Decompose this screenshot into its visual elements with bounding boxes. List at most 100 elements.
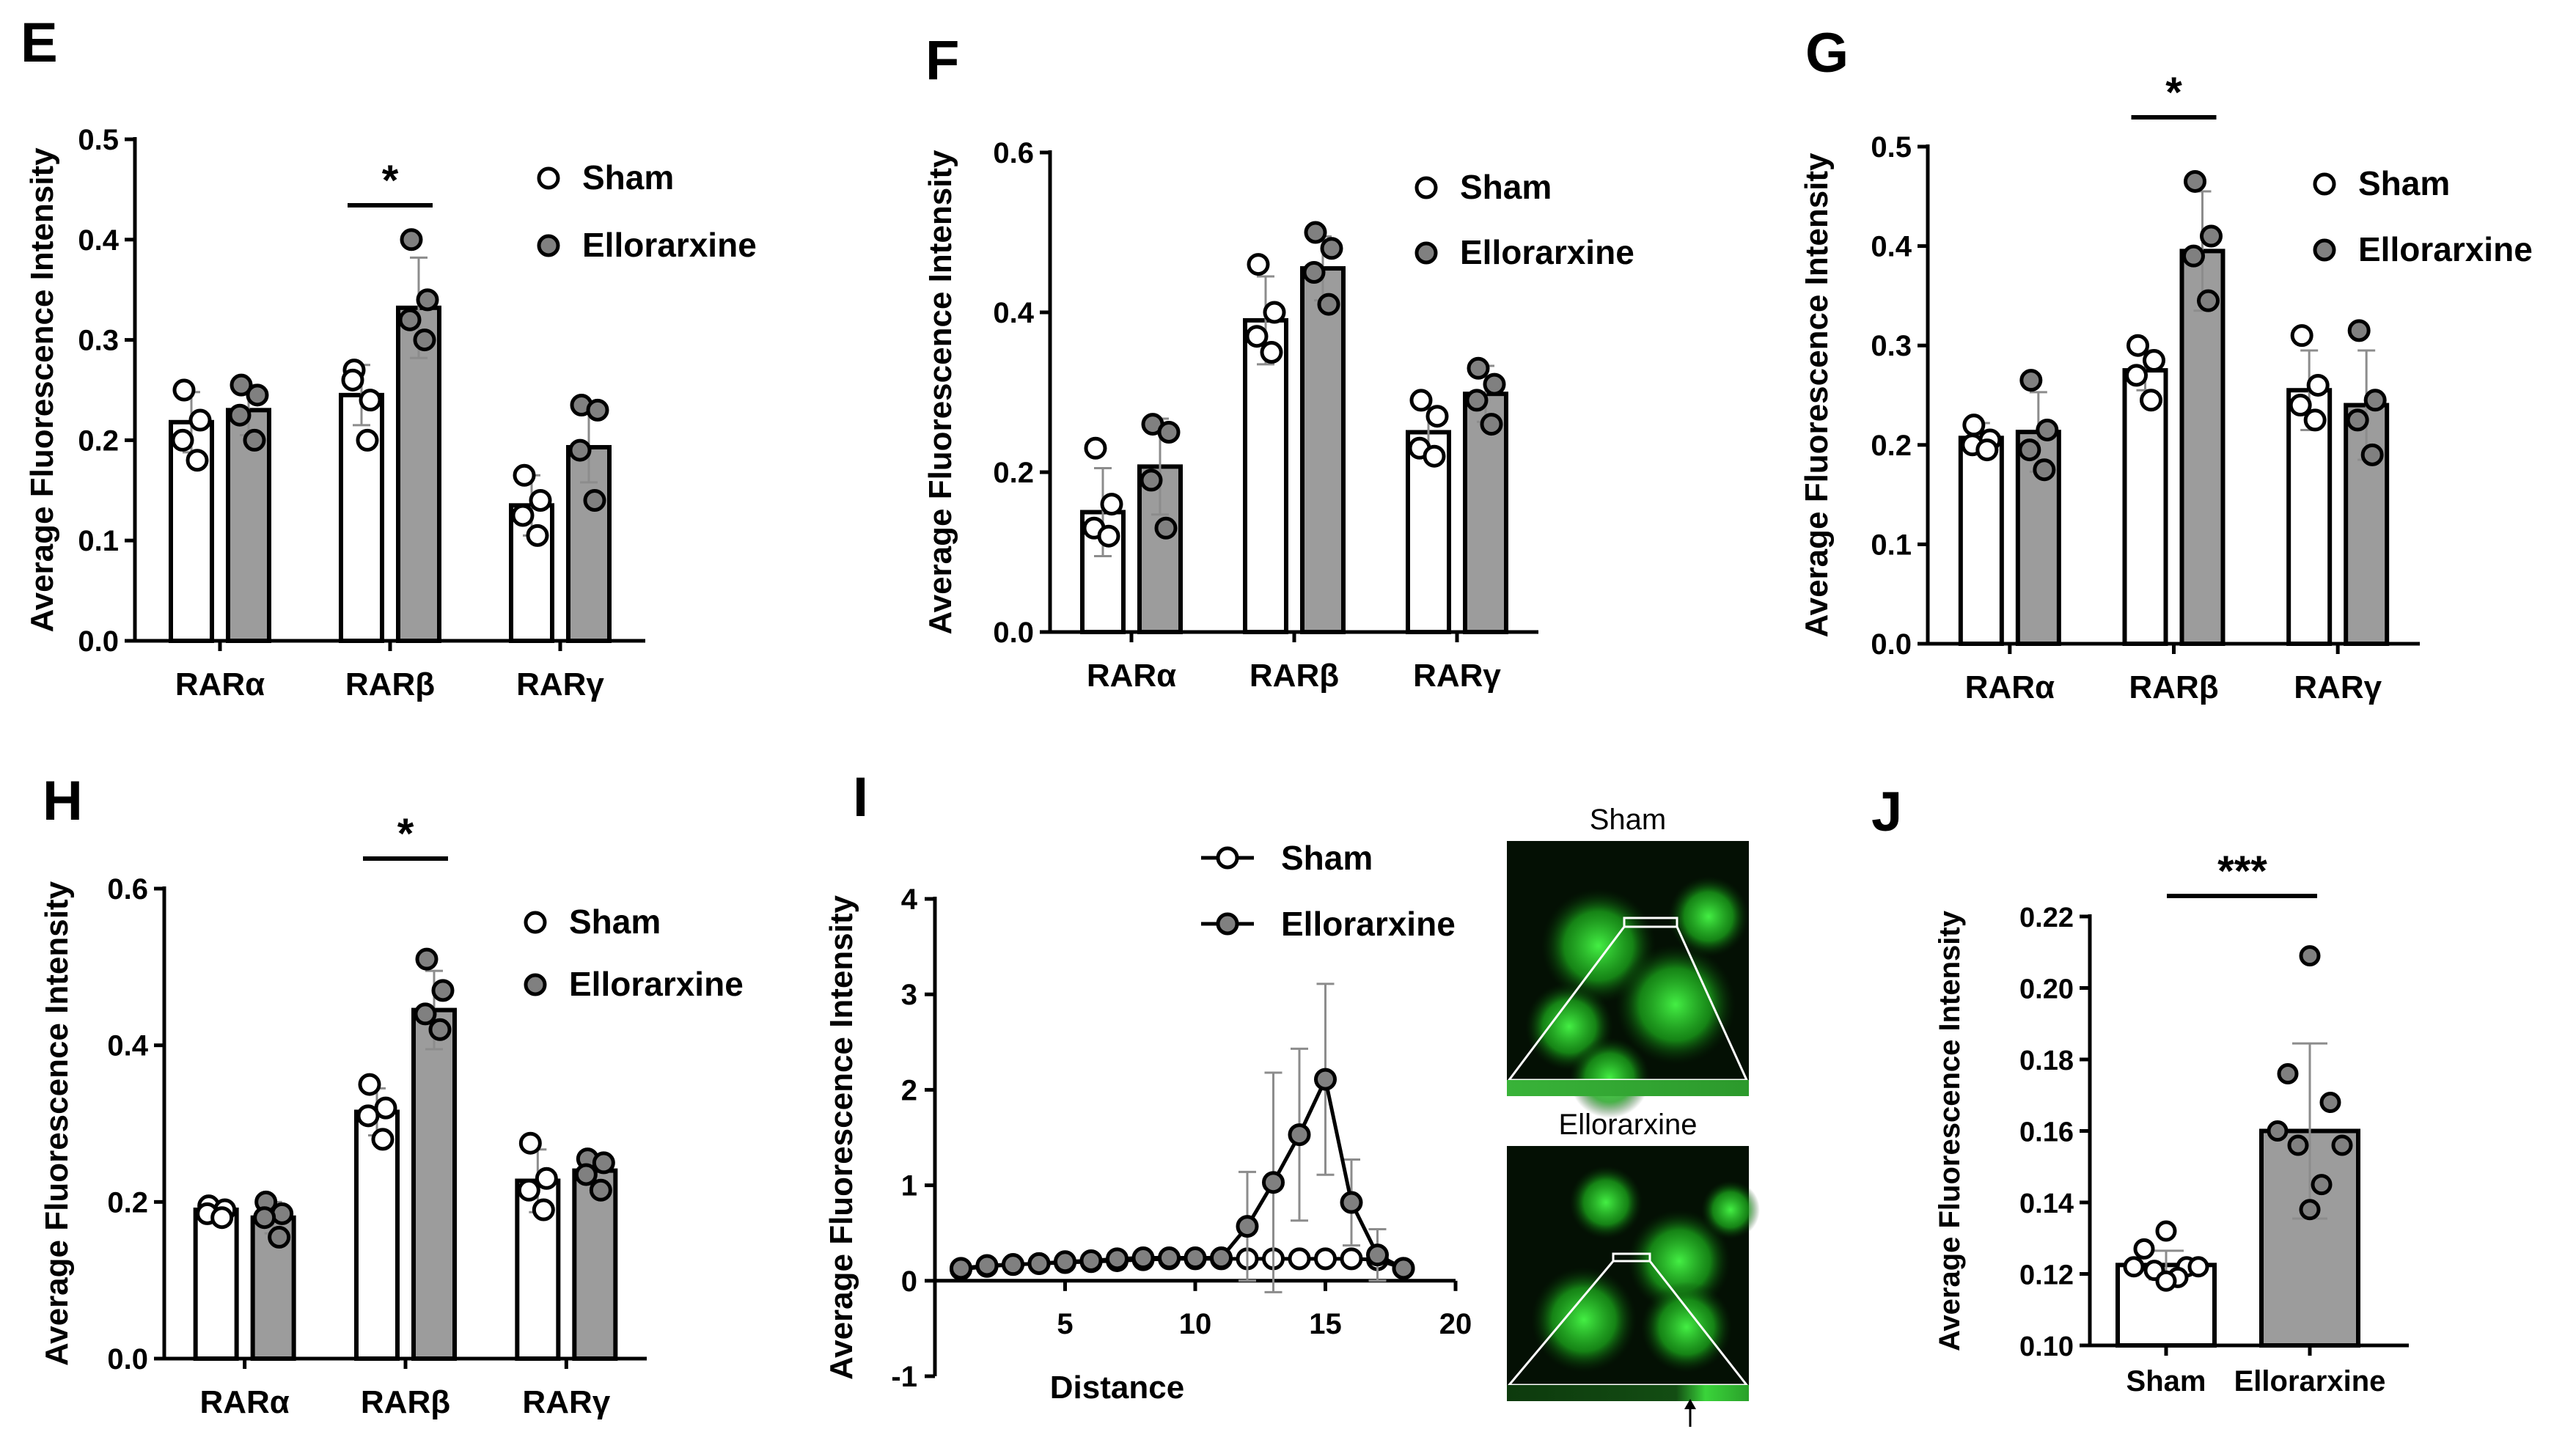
legend-label: Ellorarxine <box>2358 230 2533 268</box>
data-point <box>243 428 266 452</box>
y-axis-label: Average Fluorescence Intensity <box>1934 910 1966 1351</box>
y-tick-label: 3 <box>901 979 917 1011</box>
bar <box>354 1109 400 1361</box>
data-point <box>2125 364 2148 387</box>
data-point <box>1106 1247 1129 1271</box>
cell <box>1569 1166 1643 1239</box>
y-tick-label: 0.3 <box>78 325 119 357</box>
category-label: RARα <box>1965 669 2055 705</box>
y-tick-label: 0.1 <box>78 525 119 557</box>
data-point <box>210 1206 234 1230</box>
data-point <box>2311 1174 2333 1196</box>
bar <box>1243 317 1288 634</box>
bar <box>2122 368 2168 646</box>
data-point <box>1314 1068 1337 1091</box>
data-point <box>518 1131 542 1155</box>
y-tick-label: 0.22 <box>2019 903 2074 933</box>
legend: Sham Ellorarxine <box>537 158 757 264</box>
panel-G: G Average Fluorescence Intensity 0.0 0.1 0.2… <box>1799 22 2533 705</box>
legend-label: Ellorarxine <box>1281 905 1456 943</box>
y-axis-label: Average Fluorescence Intensity <box>823 895 859 1380</box>
data-point <box>1154 516 1178 540</box>
y-tick-label: 0.0 <box>107 1343 148 1375</box>
data-point <box>2299 1199 2321 1221</box>
data-point <box>535 1167 558 1190</box>
panel-letter: I <box>853 766 868 829</box>
data-point <box>1483 372 1506 396</box>
y-tick-label: 0.10 <box>2019 1331 2074 1362</box>
y-axis-label: Average Fluorescence Intensity <box>1799 153 1835 638</box>
legend: Sham Ellorarxine <box>1414 168 1634 271</box>
data-point <box>2331 1134 2353 1156</box>
legend-marker <box>524 911 547 934</box>
intensity-strip <box>1507 1385 1749 1401</box>
data-point <box>1263 301 1286 324</box>
category-label: RARγ <box>516 666 604 702</box>
data-point <box>574 1163 598 1186</box>
y-tick-label: 0.0 <box>1871 628 1912 661</box>
data-point <box>2287 1134 2309 1156</box>
panel-letter: J <box>1871 781 1902 843</box>
data-point <box>1392 1257 1415 1280</box>
data-point <box>586 398 609 422</box>
legend-label: Ellorarxine <box>1460 233 1634 271</box>
data-point <box>398 308 422 331</box>
data-point <box>1247 253 1270 276</box>
data-point <box>2184 169 2206 193</box>
data-point <box>2319 1092 2341 1113</box>
bar <box>1958 436 2004 646</box>
legend-label: Sham <box>2358 164 2450 202</box>
data-point <box>1054 1250 1076 1274</box>
data-point <box>2123 1256 2145 1278</box>
arrow-head <box>1684 1399 1696 1409</box>
data-point <box>2036 418 2059 441</box>
panel-F: F Average Fluorescence Intensity 0.0 0.2 0.4… <box>922 29 1634 694</box>
y-tick-label: 1 <box>901 1170 917 1202</box>
data-point <box>356 428 379 452</box>
y-tick-label: 0.5 <box>78 124 119 156</box>
data-point <box>1027 1252 1051 1275</box>
data-point <box>1245 325 1269 348</box>
bar <box>411 1007 457 1361</box>
legend-marker <box>1216 912 1239 936</box>
data-point <box>1314 1247 1337 1271</box>
data-point <box>2277 1063 2299 1084</box>
roi-box <box>1623 916 1678 928</box>
legend-marker <box>1414 241 1438 265</box>
legend-marker <box>537 166 560 190</box>
panel-J: J Average Fluorescence Intensity 0.10 0.12 0… <box>1871 781 2409 1397</box>
data-point <box>1409 389 1433 412</box>
category-label: Sham <box>2127 1365 2206 1397</box>
data-point <box>2200 224 2223 248</box>
y-tick-label: 0.6 <box>993 137 1034 169</box>
data-point <box>526 524 549 547</box>
cell <box>1569 1037 1650 1118</box>
data-point <box>371 1128 395 1151</box>
data-point <box>1304 221 1327 244</box>
data-point <box>2363 389 2387 412</box>
bar <box>193 1208 239 1362</box>
data-point <box>2299 945 2321 967</box>
panel-letter: F <box>925 29 959 92</box>
significance-star: * <box>397 810 414 858</box>
data-point <box>2182 244 2205 268</box>
data-point <box>589 1178 612 1202</box>
legend-label: Sham <box>1281 839 1373 877</box>
data-point <box>1131 1246 1155 1270</box>
y-tick-label: 0 <box>901 1265 917 1298</box>
y-tick-label: 4 <box>901 884 918 916</box>
data-point <box>1423 444 1446 468</box>
y-tick-label: 0.2 <box>78 425 119 457</box>
data-point <box>2290 324 2313 348</box>
data-point <box>1317 293 1340 316</box>
cell <box>1701 1180 1760 1239</box>
legend-label: Ellorarxine <box>582 226 757 264</box>
category-label: RARβ <box>1250 658 1339 694</box>
y-tick-label: 0.0 <box>78 625 119 658</box>
y-tick-label: 0.16 <box>2019 1117 2074 1148</box>
data-point <box>592 1151 615 1175</box>
data-point <box>414 1002 437 1026</box>
data-point <box>2289 394 2312 417</box>
data-point <box>1302 261 1326 284</box>
